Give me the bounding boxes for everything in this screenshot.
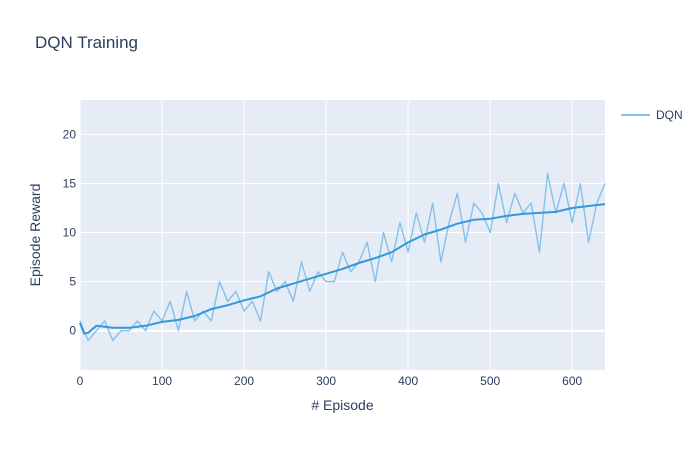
y-axis-title: Episode Reward (27, 184, 43, 287)
tick-labels: 0 100 200 300 400 500 600 0 5 10 15 20 (63, 127, 583, 388)
x-tick-label: 100 (152, 374, 172, 388)
x-tick-label: 400 (398, 374, 418, 388)
grid (79, 100, 605, 370)
x-tick-label: 200 (234, 374, 254, 388)
plot-background (80, 100, 605, 370)
x-tick-label: 0 (77, 374, 84, 388)
series-line-dqn-smoothed (79, 203, 606, 335)
chart-title: DQN Training (35, 33, 138, 52)
y-tick-label: 5 (69, 275, 76, 289)
y-tick-label: 0 (69, 324, 76, 338)
x-tick-label: 300 (316, 374, 336, 388)
series-layer (79, 172, 606, 342)
y-tick-label: 20 (63, 127, 77, 141)
y-tick-label: 10 (63, 226, 77, 240)
legend[interactable]: DQN (621, 108, 683, 122)
legend-label-dqn: DQN (656, 108, 683, 122)
x-tick-label: 500 (480, 374, 500, 388)
x-tick-label: 600 (562, 374, 582, 388)
series-line-dqn-raw (79, 172, 606, 342)
x-axis-title: # Episode (311, 397, 373, 413)
y-tick-label: 15 (63, 176, 77, 190)
